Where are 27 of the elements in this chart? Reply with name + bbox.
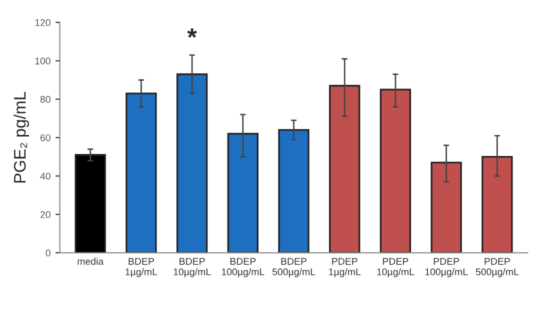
bar — [482, 156, 513, 253]
bar — [126, 92, 157, 253]
bar — [227, 132, 258, 253]
bar — [278, 129, 310, 253]
x-tick-label: PDEP 100µg/mL — [425, 258, 468, 278]
bar — [74, 154, 106, 253]
x-tick-label: PDEP 1µg/mL — [329, 258, 361, 278]
y-axis-title: PGE₂ pg/mL — [14, 92, 30, 183]
y-tick-label: 100 — [35, 58, 50, 64]
bar — [430, 162, 462, 253]
bar — [176, 73, 208, 253]
bar — [329, 84, 360, 253]
y-tick-label: 60 — [40, 134, 50, 142]
x-tick-label: PDEP 500µg/mL — [476, 258, 519, 278]
x-tick-label: BDEP 500µg/mL — [272, 258, 316, 278]
y-tick-label: 0 — [46, 250, 50, 256]
bar — [380, 88, 412, 253]
x-tick-label: media — [78, 258, 104, 265]
y-tick-label: 80 — [40, 96, 50, 103]
x-tick-label: BDEP 10µg/mL — [174, 258, 211, 278]
x-tick-label: PDEP 10µg/mL — [377, 258, 414, 278]
x-tick-label: BDEP 100µg/mL — [222, 258, 264, 278]
y-tick-label: 40 — [40, 172, 50, 180]
annotation: * — [187, 28, 197, 38]
x-tick-label: BDEP 1µg/mL — [126, 258, 158, 278]
y-tick-label: 20 — [40, 211, 50, 218]
y-tick-label: 120 — [35, 19, 50, 26]
